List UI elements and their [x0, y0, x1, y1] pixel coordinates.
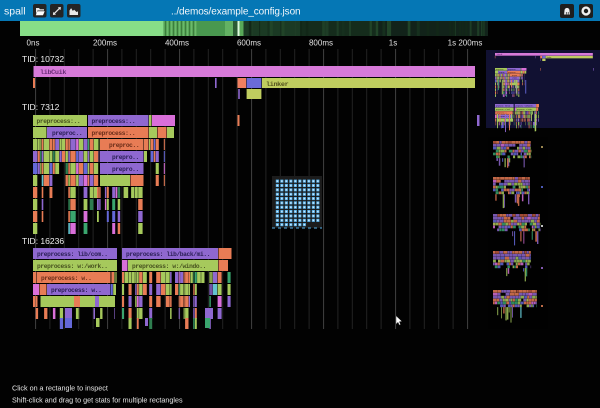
svg-text:200ms: 200ms: [93, 39, 117, 48]
svg-text:Shift-click and drag to get st: Shift-click and drag to get stats for mu…: [12, 396, 183, 405]
svg-text:linker: linker: [266, 81, 289, 89]
svg-text:../demos/example_config.json: ../demos/example_config.json: [171, 7, 301, 18]
svg-text:preprocess: lib/com..: preprocess: lib/com..: [37, 251, 108, 258]
svg-text:1s: 1s: [389, 39, 397, 48]
svg-text:prepro..: prepro..: [112, 166, 139, 173]
svg-text:spall: spall: [4, 6, 26, 18]
svg-text:preprocess:..: preprocess:..: [92, 118, 136, 125]
svg-text:preprocess:..: preprocess:..: [37, 118, 81, 125]
svg-text:preprocess: w:/work..: preprocess: w:/work..: [37, 263, 108, 270]
svg-text:libCuik: libCuik: [40, 69, 66, 77]
svg-text:TID: 7312: TID: 7312: [22, 102, 60, 112]
svg-text:preprocess: lib/back/mi..: preprocess: lib/back/mi..: [126, 251, 210, 258]
svg-text:preprocess: w..: preprocess: w..: [51, 287, 101, 294]
svg-text:Click on a rectangle to inspec: Click on a rectangle to inspect: [12, 384, 108, 393]
svg-text:preprocess:..: preprocess:..: [92, 130, 136, 137]
svg-text:preproc..: preproc..: [52, 130, 82, 137]
svg-text:preproc..: preproc..: [109, 142, 139, 149]
svg-text:600ms: 600ms: [237, 39, 261, 48]
svg-text:1s 200ms: 1s 200ms: [448, 39, 483, 48]
svg-text:preprocess: w:/windo..: preprocess: w:/windo..: [132, 263, 206, 270]
svg-text:0ns: 0ns: [27, 39, 40, 48]
svg-text:preprocess: w..: preprocess: w..: [41, 275, 91, 282]
svg-text:prepro..: prepro..: [112, 154, 139, 161]
svg-text:TID: 10732: TID: 10732: [22, 54, 64, 64]
svg-text:TID: 16236: TID: 16236: [22, 236, 64, 246]
svg-text:400ms: 400ms: [165, 39, 189, 48]
svg-text:800ms: 800ms: [309, 39, 333, 48]
